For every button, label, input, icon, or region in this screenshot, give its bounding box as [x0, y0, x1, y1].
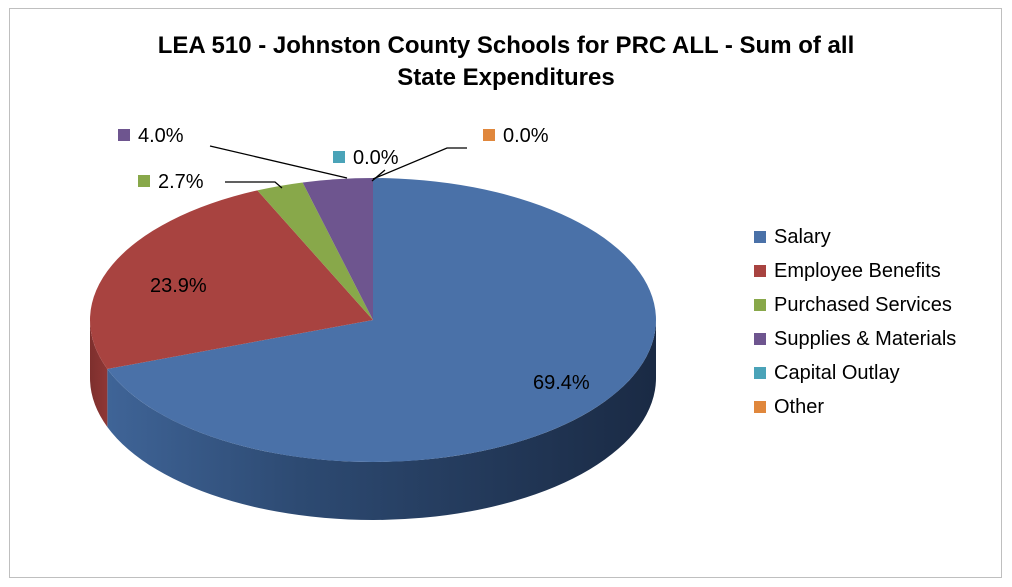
chart-title-line-2: State Expenditures — [397, 64, 615, 91]
leader-line-purchased-services — [225, 181, 283, 189]
legend-label-purchased-services: Purchased Services — [774, 294, 952, 316]
leader-line-other — [372, 147, 467, 180]
chart-title: LEA 510 - Johnston County Schools for PR… — [0, 30, 1012, 94]
legend-item-supplies-materials: Supplies & Materials — [754, 324, 956, 358]
leader-line-supplies-materials — [209, 145, 348, 179]
legend-swatch-employee-benefits — [754, 265, 766, 277]
legend-swatch-capital-outlay — [754, 367, 766, 379]
pie-slice-purchased-services — [257, 182, 373, 320]
data-label-supplies-materials: 4.0% — [138, 125, 184, 147]
data-label-key-employee-benefits — [130, 279, 142, 291]
data-label-key-capital-outlay — [333, 151, 345, 163]
legend-label-salary: Salary — [774, 226, 831, 248]
legend-item-employee-benefits: Employee Benefits — [754, 256, 956, 290]
pie-slice-supplies-materials — [302, 178, 373, 320]
legend-label-supplies-materials: Supplies & Materials — [774, 328, 957, 350]
legend-swatch-salary — [754, 231, 766, 243]
legend-swatch-other — [754, 401, 766, 413]
data-label-capital-outlay: 0.0% — [353, 147, 399, 169]
pie-side-employee-benefits — [90, 320, 108, 427]
pie-side-salary — [107, 320, 656, 520]
legend-swatch-purchased-services — [754, 299, 766, 311]
data-label-salary: 69.4% — [533, 372, 590, 394]
data-label-key-other — [483, 129, 495, 141]
legend-label-other: Other — [774, 396, 825, 418]
data-label-key-purchased-services — [138, 175, 150, 187]
data-label-key-salary — [513, 376, 525, 388]
legend-label-employee-benefits: Employee Benefits — [774, 260, 941, 282]
legend-swatch-supplies-materials — [754, 333, 766, 345]
data-label-employee-benefits: 23.9% — [150, 275, 207, 297]
pie-slice-employee-benefits — [89, 190, 373, 369]
legend-label-capital-outlay: Capital Outlay — [774, 362, 900, 384]
data-label-purchased-services: 2.7% — [158, 171, 204, 193]
legend-item-other: Other — [754, 392, 956, 426]
legend-item-purchased-services: Purchased Services — [754, 290, 956, 324]
legend-item-salary: Salary — [754, 222, 956, 256]
data-label-key-supplies-materials — [118, 129, 130, 141]
data-label-other: 0.0% — [503, 125, 549, 147]
pie-slice-salary — [107, 178, 656, 462]
chart-title-line-1: LEA 510 - Johnston County Schools for PR… — [157, 32, 855, 59]
legend-item-capital-outlay: Capital Outlay — [754, 358, 956, 392]
chart-legend: Salary Employee Benefits Purchased Service… — [754, 222, 956, 426]
